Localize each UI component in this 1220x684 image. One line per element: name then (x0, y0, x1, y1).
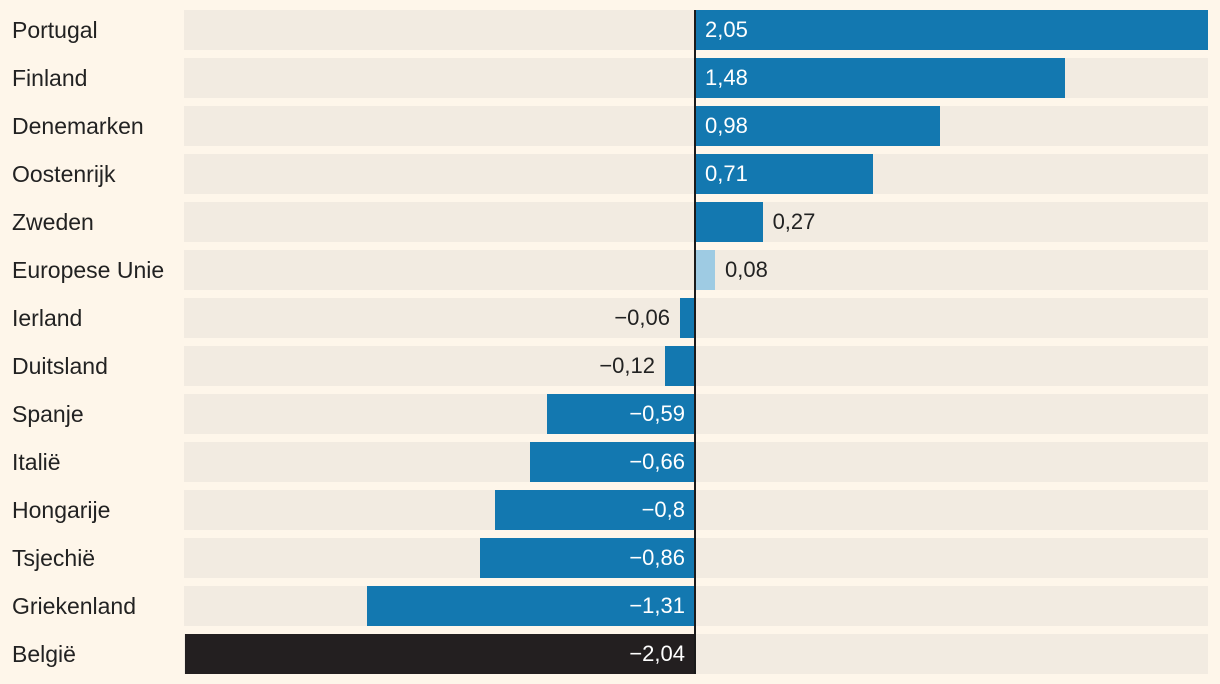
bar-track (184, 346, 1208, 386)
bar-europese-unie (695, 250, 716, 290)
value-label: −1,31 (629, 593, 685, 618)
bar-row-zweden: Zweden 0,27 (0, 202, 1220, 242)
bar-track (184, 490, 1208, 530)
value-label: 0,98 (705, 113, 748, 138)
bar-row-denemarken: Denemarken 0,98 (0, 106, 1220, 146)
value-label: 1,48 (705, 65, 748, 90)
bar-oostenrijk (695, 154, 873, 194)
category-label: Italië (12, 449, 61, 475)
bar-finland (695, 58, 1066, 98)
value-label: −0,12 (599, 353, 655, 378)
bar-row-itali: Italië −0,66 (0, 442, 1220, 482)
value-label: 0,71 (705, 161, 748, 186)
category-label: Oostenrijk (12, 161, 116, 187)
value-label: −2,04 (629, 641, 685, 666)
bar-track (184, 298, 1208, 338)
bar-griekenland (367, 586, 695, 626)
value-label: −0,66 (629, 449, 685, 474)
bar-denemarken (695, 106, 941, 146)
bar-hongarije (494, 490, 695, 530)
bar-row-hongarije: Hongarije −0,8 (0, 490, 1220, 530)
bar-row-tsjechi: Tsjechië −0,86 (0, 538, 1220, 578)
bar-belgi (184, 634, 695, 674)
category-label: België (12, 641, 76, 667)
bar-row-ierland: Ierland −0,06 (0, 298, 1220, 338)
category-label: Zweden (12, 209, 94, 235)
category-label: Hongarije (12, 497, 111, 523)
bar-row-spanje: Spanje −0,59 (0, 394, 1220, 434)
bar-spanje (547, 394, 695, 434)
bar-row-belgi: België −2,04 (0, 634, 1220, 674)
value-label: −0,59 (629, 401, 685, 426)
bar-tsjechi (479, 538, 695, 578)
bar-portugal (695, 10, 1208, 50)
category-label: Griekenland (12, 593, 137, 619)
category-label: Denemarken (12, 113, 144, 139)
value-label: −0,8 (641, 497, 685, 522)
value-label: 0,08 (725, 257, 768, 282)
bar-track (184, 442, 1208, 482)
category-label: Ierland (12, 305, 83, 331)
bar-zweden (695, 202, 763, 242)
zero-axis-line (694, 10, 696, 674)
bar-track (184, 538, 1208, 578)
value-label: 0,27 (772, 209, 816, 234)
bar-ierland (679, 298, 695, 338)
category-label: Finland (12, 65, 88, 91)
value-label: 2,05 (705, 17, 748, 42)
value-label: −0,06 (614, 305, 670, 330)
bar-row-oostenrijk: Oostenrijk 0,71 (0, 154, 1220, 194)
bar-row-finland: Finland 1,48 (0, 58, 1220, 98)
bar-row-portugal: Portugal 2,05 (0, 10, 1220, 50)
bar-track (184, 586, 1208, 626)
category-label: Portugal (12, 17, 98, 43)
category-label: Tsjechië (12, 545, 96, 571)
bar-duitsland (664, 346, 695, 386)
category-label: Europese Unie (12, 257, 165, 283)
bar-row-europese-unie: Europese Unie 0,08 (0, 250, 1220, 290)
category-label: Duitsland (12, 353, 108, 379)
bar-track (184, 394, 1208, 434)
value-label: −0,86 (629, 545, 685, 570)
category-label: Spanje (12, 401, 84, 427)
bar-row-griekenland: Griekenland −1,31 (0, 586, 1220, 626)
bar-row-duitsland: Duitsland −0,12 (0, 346, 1220, 386)
bar-itali (529, 442, 695, 482)
